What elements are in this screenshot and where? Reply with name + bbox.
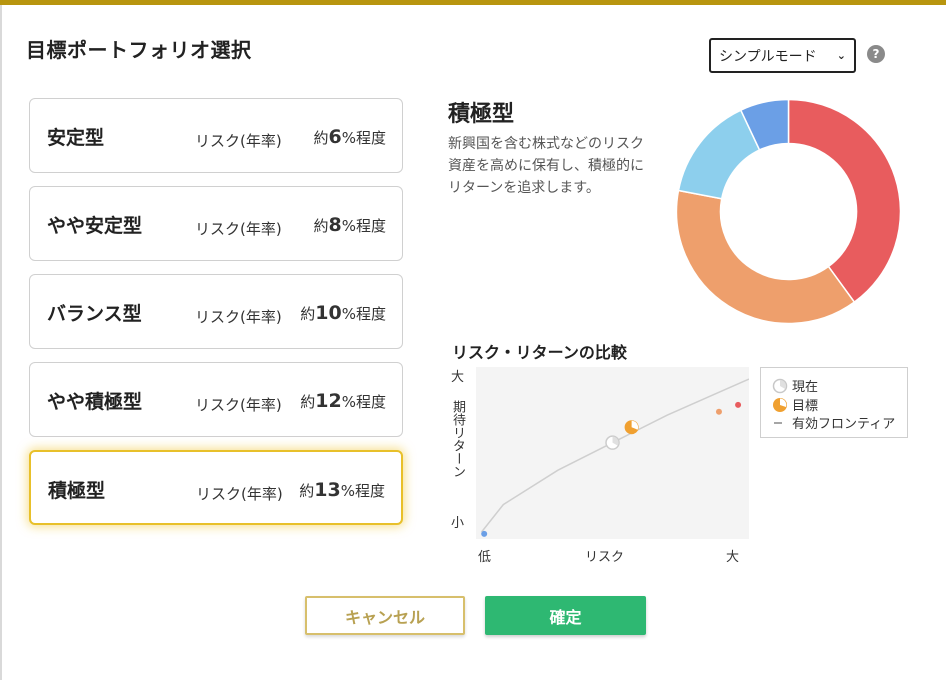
- risk-label: リスク(年率): [196, 485, 283, 503]
- risk-number: 13: [314, 479, 341, 501]
- portfolio-point: [481, 530, 488, 537]
- risk-suffix: %程度: [341, 305, 386, 323]
- y-tick-high: 大: [451, 370, 465, 385]
- detail-description: 新興国を含む株式などのリスク資産を高めに保有し、積極的にリターンを追求します。: [448, 136, 644, 196]
- mode-select[interactable]: シンプルモード ⌄: [709, 38, 856, 73]
- risk-value: 約10%程度: [300, 302, 386, 324]
- donut-slice: [739, 99, 790, 151]
- dialog-top-border: [0, 0, 946, 5]
- risk-return-plot: [476, 367, 749, 539]
- frontier-line-icon: [774, 421, 782, 424]
- risk-suffix: %程度: [340, 482, 385, 500]
- portfolio-card-stable[interactable]: 安定型 リスク(年率) 約6%程度: [29, 98, 403, 173]
- risk-prefix: 約: [313, 129, 329, 147]
- risk-value: 約12%程度: [300, 390, 386, 412]
- risk-label: リスク(年率): [195, 396, 282, 414]
- portfolio-card-balance[interactable]: バランス型 リスク(年率) 約10%程度: [29, 274, 403, 349]
- donut-slice: [676, 189, 856, 324]
- risk-number: 12: [315, 390, 342, 412]
- risk-prefix: 約: [299, 482, 315, 500]
- risk-number: 10: [315, 302, 342, 324]
- current-point: [605, 435, 620, 450]
- portfolio-name: 積極型: [48, 480, 106, 502]
- risk-suffix: %程度: [341, 217, 386, 235]
- help-icon[interactable]: ?: [867, 45, 885, 63]
- dialog-left-edge: [0, 5, 2, 680]
- portfolio-name: バランス型: [47, 303, 142, 325]
- portfolio-point: [735, 401, 742, 408]
- current-marker-icon: [772, 378, 788, 393]
- legend-item-frontier: 有効フロンティア: [772, 413, 895, 432]
- comparison-chart-title: リスク・リターンの比較: [452, 343, 627, 362]
- risk-label: リスク(年率): [195, 308, 282, 326]
- risk-value: 約13%程度: [299, 479, 385, 501]
- portfolio-card-somewhat-aggressive[interactable]: やや積極型 リスク(年率) 約12%程度: [29, 362, 403, 437]
- legend-label: 有効フロンティア: [792, 417, 896, 432]
- risk-value: 約8%程度: [313, 214, 386, 236]
- dialog-title: 目標ポートフォリオ選択: [26, 38, 252, 62]
- risk-number: 6: [328, 126, 342, 148]
- cancel-button[interactable]: キャンセル: [305, 596, 465, 635]
- legend-label: 現在: [792, 380, 819, 395]
- y-axis-label: 期待リターン: [450, 400, 465, 478]
- detail-portfolio-name: 積極型: [448, 102, 515, 127]
- mode-select-value: シンプルモード: [719, 48, 817, 65]
- risk-prefix: 約: [313, 217, 329, 235]
- portfolio-card-somewhat-stable[interactable]: やや安定型 リスク(年率) 約8%程度: [29, 186, 403, 261]
- risk-value: 約6%程度: [313, 126, 386, 148]
- portfolio-name: やや積極型: [47, 391, 143, 413]
- target-marker-icon: [773, 397, 787, 412]
- risk-suffix: %程度: [341, 393, 386, 411]
- risk-suffix: %程度: [341, 129, 386, 147]
- chart-legend: 現在 目標 有効フロンティア: [760, 367, 908, 438]
- legend-item-current: 現在: [772, 376, 818, 395]
- x-tick-low: 低: [478, 550, 492, 565]
- portfolio-point: [715, 408, 722, 415]
- risk-label: リスク(年率): [195, 132, 282, 150]
- portfolio-name: 安定型: [47, 127, 105, 149]
- target-point: [624, 420, 639, 435]
- y-tick-low: 小: [451, 516, 465, 531]
- confirm-button[interactable]: 確定: [485, 596, 646, 635]
- portfolio-name: やや安定型: [47, 215, 143, 237]
- legend-item-target: 目標: [772, 395, 818, 414]
- x-tick-high: 大: [726, 550, 740, 565]
- legend-label: 目標: [792, 399, 819, 414]
- allocation-donut-chart: [676, 99, 901, 324]
- risk-number: 8: [328, 214, 342, 236]
- risk-prefix: 約: [300, 305, 316, 323]
- x-axis-label: リスク: [585, 550, 625, 565]
- plot-background: [476, 367, 749, 539]
- risk-prefix: 約: [300, 393, 316, 411]
- risk-label: リスク(年率): [195, 220, 282, 238]
- donut-slice: [787, 99, 901, 304]
- chevron-down-icon: ⌄: [836, 49, 846, 62]
- portfolio-card-aggressive[interactable]: 積極型 リスク(年率) 約13%程度: [29, 450, 403, 525]
